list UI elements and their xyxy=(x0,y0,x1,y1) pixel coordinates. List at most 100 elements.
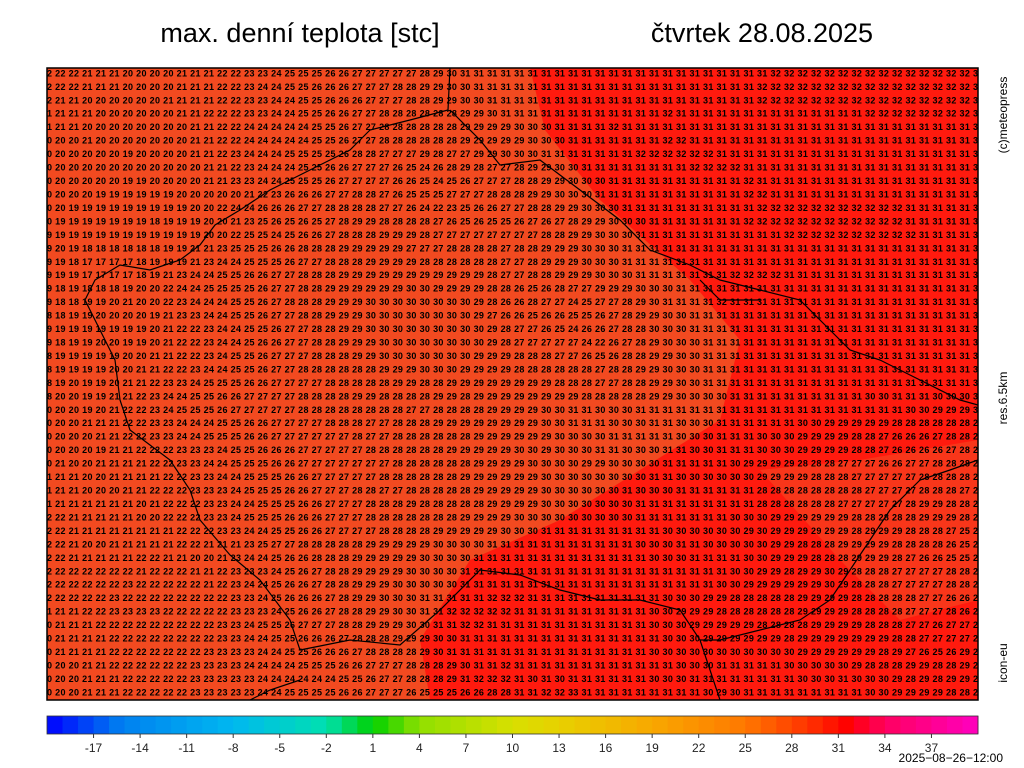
grid-row: 0 20 20 20 20 20 19 20 20 20 20 21 21 22… xyxy=(47,149,978,159)
colorbar-segment xyxy=(667,716,684,734)
colorbar-segment xyxy=(248,716,265,734)
colorbar-segment xyxy=(931,716,948,734)
colorbar-segment xyxy=(760,716,777,734)
grid-row: 9 19 18 17 17 17 17 18 19 19 19 21 23 24… xyxy=(47,257,978,267)
colorbar-tick-label: 22 xyxy=(692,741,706,755)
copyright: (c)meteopress xyxy=(996,77,1010,154)
grid-row: 2 22 21 21 21 21 21 21 21 21 22 22 22 23… xyxy=(47,526,978,536)
colorbar-segment xyxy=(217,716,234,734)
cooler-region xyxy=(47,68,740,700)
colorbar-segment xyxy=(838,716,855,734)
colorbar-segment xyxy=(434,716,451,734)
colorbar-segment xyxy=(559,716,576,734)
grid-row: 8 18 19 19 20 20 20 20 19 21 23 23 24 24… xyxy=(47,311,978,321)
grid-row: 9 19 19 19 19 19 19 19 19 19 19 19 20 20… xyxy=(47,230,978,240)
grid-row: 0 20 20 20 20 20 20 20 20 20 20 20 21 21… xyxy=(47,163,978,173)
grid-row: 2 22 21 21 21 21 21 20 20 22 22 22 23 23… xyxy=(47,512,978,522)
colorbar-tick-label: 4 xyxy=(416,741,423,755)
grid-row: 0 21 20 20 21 21 21 21 22 22 23 23 24 24… xyxy=(47,459,978,469)
colorbar-tick-label: -2 xyxy=(321,741,332,755)
grid-row: 9 18 19 19 20 20 19 19 20 21 22 22 23 24… xyxy=(47,338,978,348)
colorbar-tick-label: 10 xyxy=(506,741,520,755)
grid-row: 2 22 22 21 21 21 20 20 20 20 21 21 21 22… xyxy=(47,82,978,92)
colorbar-tick-label: -14 xyxy=(131,741,149,755)
timestamp: 2025−08−26−12:00 xyxy=(899,751,1004,765)
colorbar-segment xyxy=(853,716,870,734)
colorbar-segment xyxy=(900,716,917,734)
colorbar-segment xyxy=(729,716,746,734)
colorbar-segment xyxy=(590,716,607,734)
colorbar-segment xyxy=(186,716,203,734)
colorbar-tick-label: 31 xyxy=(832,741,846,755)
colorbar-segment xyxy=(388,716,405,734)
colorbar-segment xyxy=(636,716,653,734)
colorbar-segment xyxy=(776,716,793,734)
grid-row: 9 18 18 19 19 20 21 20 20 22 23 24 24 24… xyxy=(47,297,978,307)
colorbar-segment xyxy=(279,716,296,734)
colorbar-segment xyxy=(450,716,467,734)
colorbar-segment xyxy=(605,716,622,734)
title: max. denní teplota [stc] xyxy=(160,18,439,48)
cooler-region-east xyxy=(760,440,978,620)
grid-row: 2 21 21 20 20 20 20 20 20 21 21 21 21 22… xyxy=(47,95,978,105)
colorbar-segment xyxy=(357,716,374,734)
colorbar-tick-label: 13 xyxy=(552,741,566,755)
grid-row: 0 20 20 20 21 21 22 22 23 23 24 24 25 25… xyxy=(47,432,978,442)
grid-row: 8 19 19 19 19 20 20 21 21 22 22 23 24 24… xyxy=(47,364,978,374)
grid-row: 0 20 20 21 21 21 22 22 22 22 22 23 23 23… xyxy=(47,674,978,684)
colorbar-segment xyxy=(124,716,141,734)
colorbar-segment xyxy=(496,716,513,734)
grid-row: 1 21 21 20 20 20 20 20 20 20 20 21 21 22… xyxy=(47,122,978,132)
colorbar-tick-label: 28 xyxy=(785,741,799,755)
colorbar-segment xyxy=(155,716,172,734)
colorbar-segment xyxy=(233,716,250,734)
date: čtvrtek 28.08.2025 xyxy=(651,18,873,48)
colorbar-segment xyxy=(78,716,95,734)
colorbar-segment xyxy=(481,716,498,734)
grid-row: 0 20 20 21 21 21 22 22 22 22 22 23 23 23… xyxy=(47,687,978,697)
colorbar-segment xyxy=(807,716,824,734)
colorbar-segment xyxy=(884,716,901,734)
colorbar-segment xyxy=(326,716,343,734)
grid-row: 1 21 21 20 20 21 21 21 21 22 22 23 23 24… xyxy=(47,472,978,482)
colorbar-segment xyxy=(512,716,529,734)
grid-row: 0 20 20 19 20 21 22 22 23 24 25 25 25 26… xyxy=(47,405,978,415)
colorbar-segment xyxy=(403,716,420,734)
grid-row: 0 19 19 19 19 19 19 19 18 19 19 19 20 20… xyxy=(47,216,978,226)
grid-row: 2 22 21 20 20 21 21 21 21 21 22 22 21 21… xyxy=(47,539,978,549)
colorbar-segment xyxy=(264,716,281,734)
colorbar-segment xyxy=(202,716,219,734)
grid-row: 1 21 21 20 20 20 21 21 22 22 22 23 23 23… xyxy=(47,486,978,496)
grid-row: 0 21 21 21 22 22 22 22 22 22 22 22 22 23… xyxy=(47,620,978,630)
colorbar-segment xyxy=(869,716,886,734)
colorbar-tick-label: -5 xyxy=(274,741,285,755)
colorbar-segment xyxy=(574,716,591,734)
colorbar-segment xyxy=(822,716,839,734)
colorbar-segment xyxy=(62,716,79,734)
grid-row: 2 22 22 21 21 21 20 20 20 20 21 21 21 22… xyxy=(47,68,978,78)
colorbar-segment xyxy=(683,716,700,734)
grid-row: 0 20 20 20 20 20 19 19 20 20 20 20 21 21… xyxy=(47,176,978,186)
grid-row: 0 21 21 21 21 22 22 22 22 22 22 22 22 23… xyxy=(47,634,978,644)
colorbar-segment xyxy=(171,716,188,734)
colorbar-tick-label: 1 xyxy=(370,741,377,755)
grid-row: 8 19 19 19 19 19 20 20 21 21 22 22 23 24… xyxy=(47,351,978,361)
colorbar-tick-label: 7 xyxy=(463,741,470,755)
grid-row: 9 19 19 17 17 17 17 18 19 21 23 24 24 25… xyxy=(47,270,978,280)
colorbar-segment xyxy=(946,716,963,734)
grid-row: 2 22 22 22 22 23 22 22 22 22 22 22 22 22… xyxy=(47,593,978,603)
colorbar-tick-label: -17 xyxy=(85,741,103,755)
borders xyxy=(84,68,978,700)
colorbar-segment xyxy=(714,716,731,734)
resolution: res.6.5km xyxy=(996,372,1010,425)
colorbar-segment xyxy=(791,716,808,734)
map: 2 22 22 21 21 21 20 20 20 20 21 21 21 22… xyxy=(47,68,978,700)
grid-row: 0 20 20 21 20 20 20 20 20 20 20 21 21 22… xyxy=(47,136,978,146)
grid-row: 9 19 19 19 19 19 19 19 20 21 22 22 23 24… xyxy=(47,324,978,334)
colorbar-segment xyxy=(341,716,358,734)
colorbar-segment xyxy=(140,716,157,734)
colorbar-tick-label: 34 xyxy=(878,741,892,755)
grid-row: 8 20 20 19 19 21 21 22 23 24 24 25 25 26… xyxy=(47,391,978,401)
grid-row: 9 18 19 18 18 18 19 20 20 22 24 24 25 25… xyxy=(47,284,978,294)
